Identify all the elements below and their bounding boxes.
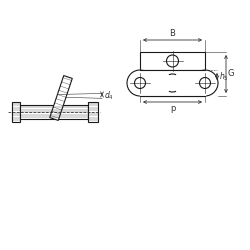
- Polygon shape: [140, 70, 205, 96]
- Text: $h_5$: $h_5$: [219, 70, 229, 83]
- Polygon shape: [50, 76, 72, 120]
- Bar: [12, 102, 20, 122]
- Text: p: p: [170, 104, 175, 113]
- Text: B: B: [170, 29, 175, 38]
- Bar: [20, 105, 88, 119]
- Circle shape: [200, 78, 210, 88]
- Bar: [140, 70, 205, 96]
- Circle shape: [134, 78, 145, 88]
- Bar: [88, 102, 98, 122]
- Circle shape: [166, 55, 178, 67]
- Circle shape: [127, 70, 153, 96]
- Bar: [140, 52, 205, 70]
- Text: G: G: [228, 70, 234, 78]
- Circle shape: [192, 70, 218, 96]
- Text: $d_4$: $d_4$: [104, 90, 114, 102]
